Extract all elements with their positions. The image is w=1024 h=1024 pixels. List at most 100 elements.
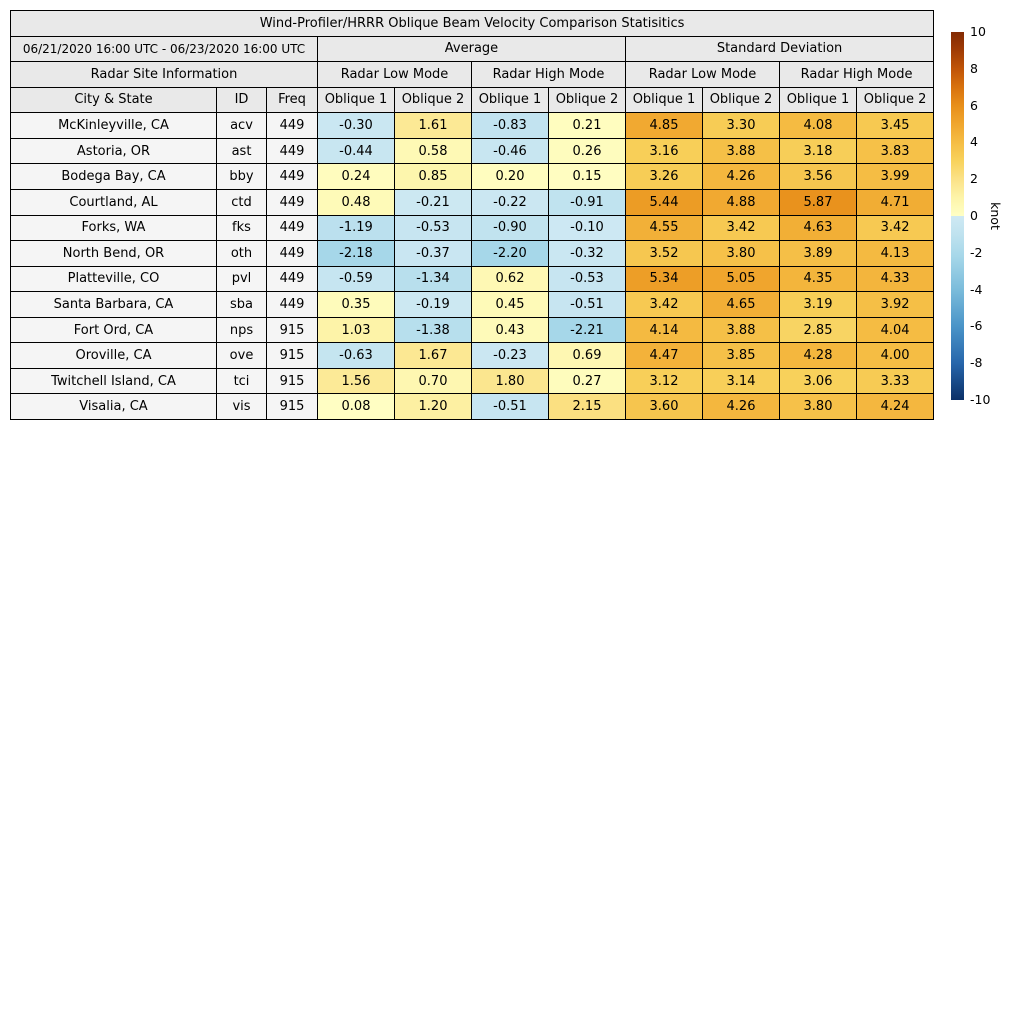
value-cell: 3.56 — [779, 163, 857, 190]
value-cell: -1.34 — [394, 265, 472, 293]
value-cell: -0.90 — [471, 214, 549, 242]
value-cell: -0.32 — [548, 240, 626, 267]
value-cell: 4.85 — [625, 112, 703, 139]
column-header-oblique: Oblique 2 — [702, 86, 780, 114]
value-cell: 3.18 — [779, 137, 857, 165]
colorbar-gradient — [951, 32, 964, 400]
value-cell: 2.85 — [779, 316, 857, 344]
id-cell: vis — [216, 393, 267, 420]
colorbar-tick-label: -6 — [970, 318, 983, 334]
value-cell: 3.30 — [702, 112, 780, 139]
value-cell: 2.15 — [548, 393, 626, 420]
value-cell: 3.85 — [702, 342, 780, 369]
value-cell: 4.71 — [855, 188, 935, 216]
id-cell: oth — [216, 240, 267, 267]
value-cell: -0.51 — [471, 393, 549, 420]
value-cell: -0.44 — [317, 137, 395, 165]
colorbar-tick-label: -10 — [970, 392, 991, 408]
table-row: Bodega Bay, CA bby 449 0.24 0.85 0.20 0.15 3.26… — [10, 163, 935, 190]
value-cell: 3.80 — [702, 240, 780, 267]
value-cell: -0.53 — [394, 214, 472, 242]
city-cell: Santa Barbara, CA — [10, 291, 217, 318]
table-row: Oroville, CA ove 915 -0.63 1.67 -0.23 0.69 4.47… — [10, 342, 935, 369]
value-cell: 3.89 — [779, 240, 857, 267]
value-cell: 4.26 — [702, 393, 780, 420]
value-cell: 3.16 — [625, 137, 703, 165]
table-row: Astoria, OR ast 449 -0.44 0.58 -0.46 0.26 3.16 3… — [10, 137, 935, 165]
value-cell: 5.44 — [625, 188, 703, 216]
table-row: North Bend, OR oth 449 -2.18 -0.37 -2.20 -0.32… — [10, 240, 935, 267]
value-cell: 4.13 — [855, 240, 935, 267]
value-cell: 0.08 — [317, 393, 395, 420]
freq-cell: 915 — [266, 316, 318, 344]
table-row: Forks, WA fks 449 -1.19 -0.53 -0.90 -0.10 4.55 3… — [10, 214, 935, 242]
colorbar: 10 8 6 4 2 0 -2 -4 -6 -8 -10 knot — [951, 24, 1003, 407]
value-cell: 3.52 — [625, 240, 703, 267]
value-cell: 3.26 — [625, 163, 703, 190]
city-cell: Forks, WA — [10, 214, 217, 242]
freq-cell: 449 — [266, 214, 318, 242]
colorbar-unit-label: knot — [988, 202, 1003, 230]
value-cell: 4.28 — [779, 342, 857, 369]
value-cell: -0.51 — [548, 291, 626, 318]
id-cell: ast — [216, 137, 267, 165]
table-row: Platteville, CO pvl 449 -0.59 -1.34 0.62 -0.53… — [10, 265, 935, 293]
value-cell: 1.56 — [317, 367, 395, 395]
colorbar-tick-label: -4 — [970, 281, 983, 297]
value-cell: -0.22 — [471, 188, 549, 216]
value-cell: 0.24 — [317, 163, 395, 190]
value-cell: -0.19 — [394, 291, 472, 318]
column-header-row: City & State ID Freq Oblique 1 Oblique 2… — [10, 86, 935, 114]
value-cell: 4.65 — [702, 291, 780, 318]
table-row: Twitchell Island, CA tci 915 1.56 0.70 1.80 0.… — [10, 367, 935, 395]
column-header-oblique: Oblique 1 — [471, 86, 549, 114]
id-cell: fks — [216, 214, 267, 242]
value-cell: -2.21 — [548, 316, 626, 344]
value-cell: 4.26 — [702, 163, 780, 190]
value-cell: 0.43 — [471, 316, 549, 344]
city-cell: McKinleyville, CA — [10, 112, 217, 139]
colorbar-tick-label: 8 — [970, 60, 978, 76]
value-cell: -0.63 — [317, 342, 395, 369]
column-header-city: City & State — [10, 86, 217, 114]
value-cell: 4.14 — [625, 316, 703, 344]
freq-cell: 449 — [266, 137, 318, 165]
column-header-oblique: Oblique 2 — [394, 86, 472, 114]
city-cell: Platteville, CO — [10, 265, 217, 293]
value-cell: 0.48 — [317, 188, 395, 216]
avg-high-mode-header: Radar High Mode — [471, 61, 626, 88]
value-cell: 0.85 — [394, 163, 472, 190]
value-cell: 1.80 — [471, 367, 549, 395]
value-cell: -0.53 — [548, 265, 626, 293]
value-cell: 4.63 — [779, 214, 857, 242]
value-cell: 1.03 — [317, 316, 395, 344]
colorbar-tick-label: -8 — [970, 355, 983, 371]
value-cell: 0.58 — [394, 137, 472, 165]
city-cell: Twitchell Island, CA — [10, 367, 217, 395]
value-cell: 3.06 — [779, 367, 857, 395]
id-cell: tci — [216, 367, 267, 395]
value-cell: -0.83 — [471, 112, 549, 139]
freq-cell: 915 — [266, 393, 318, 420]
value-cell: 3.92 — [855, 291, 935, 318]
column-header-oblique: Oblique 1 — [779, 86, 857, 114]
value-cell: 0.69 — [548, 342, 626, 369]
table-row: McKinleyville, CA acv 449 -0.30 1.61 -0.83 0.2… — [10, 112, 935, 139]
colorbar-tick-label: 4 — [970, 134, 978, 150]
value-cell: 3.88 — [702, 316, 780, 344]
value-cell: -0.30 — [317, 112, 395, 139]
value-cell: -0.21 — [394, 188, 472, 216]
value-cell: 0.15 — [548, 163, 626, 190]
value-cell: 4.55 — [625, 214, 703, 242]
mode-header-row: Radar Site Information Radar Low Mode Ra… — [10, 61, 935, 88]
table-row: Santa Barbara, CA sba 449 0.35 -0.19 0.45 -0.5… — [10, 291, 935, 318]
average-header: Average — [317, 35, 626, 63]
id-cell: sba — [216, 291, 267, 318]
avg-low-mode-header: Radar Low Mode — [317, 61, 472, 88]
column-header-oblique: Oblique 2 — [855, 86, 935, 114]
value-cell: 3.42 — [702, 214, 780, 242]
value-cell: 4.88 — [702, 188, 780, 216]
value-cell: -0.10 — [548, 214, 626, 242]
value-cell: -0.91 — [548, 188, 626, 216]
value-cell: 3.42 — [855, 214, 935, 242]
